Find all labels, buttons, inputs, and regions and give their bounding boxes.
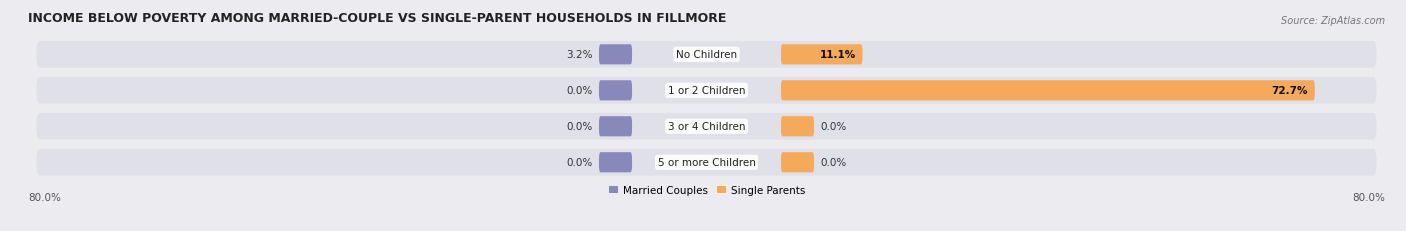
FancyBboxPatch shape [780, 81, 1315, 101]
FancyBboxPatch shape [780, 45, 862, 65]
Text: 0.0%: 0.0% [567, 122, 592, 132]
Text: 0.0%: 0.0% [567, 158, 592, 167]
FancyBboxPatch shape [780, 117, 814, 137]
FancyBboxPatch shape [599, 152, 633, 173]
FancyBboxPatch shape [37, 42, 1376, 68]
FancyBboxPatch shape [599, 117, 633, 137]
FancyBboxPatch shape [37, 78, 1376, 104]
Text: No Children: No Children [676, 50, 737, 60]
Text: 3.2%: 3.2% [565, 50, 592, 60]
FancyBboxPatch shape [599, 81, 633, 101]
Text: 0.0%: 0.0% [567, 86, 592, 96]
Text: 0.0%: 0.0% [821, 122, 846, 132]
Text: 0.0%: 0.0% [821, 158, 846, 167]
Legend: Married Couples, Single Parents: Married Couples, Single Parents [606, 183, 807, 197]
FancyBboxPatch shape [37, 149, 1376, 176]
Text: Source: ZipAtlas.com: Source: ZipAtlas.com [1281, 16, 1385, 26]
Text: 5 or more Children: 5 or more Children [658, 158, 755, 167]
Text: 72.7%: 72.7% [1271, 86, 1308, 96]
Text: 3 or 4 Children: 3 or 4 Children [668, 122, 745, 132]
FancyBboxPatch shape [37, 113, 1376, 140]
Text: INCOME BELOW POVERTY AMONG MARRIED-COUPLE VS SINGLE-PARENT HOUSEHOLDS IN FILLMOR: INCOME BELOW POVERTY AMONG MARRIED-COUPL… [28, 12, 727, 25]
Text: 11.1%: 11.1% [820, 50, 856, 60]
FancyBboxPatch shape [780, 152, 814, 173]
Text: 1 or 2 Children: 1 or 2 Children [668, 86, 745, 96]
FancyBboxPatch shape [599, 45, 633, 65]
